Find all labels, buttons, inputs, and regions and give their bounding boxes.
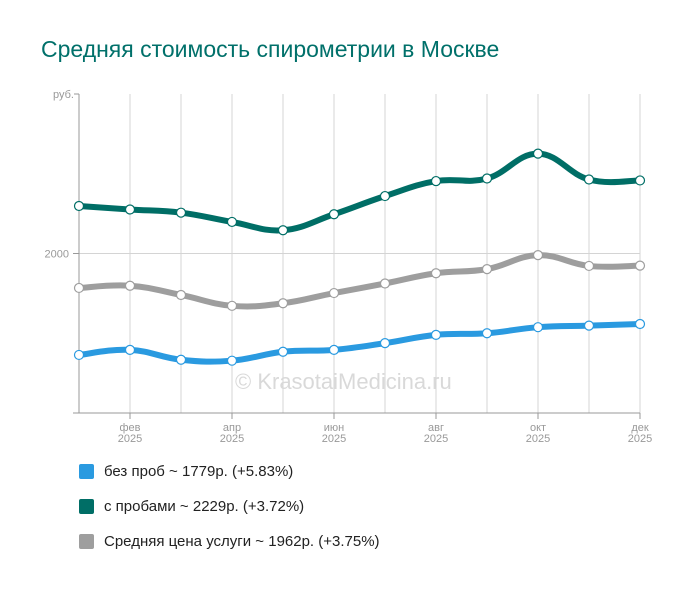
data-point (175, 207, 187, 218)
data-points (73, 148, 646, 366)
data-point (481, 173, 493, 184)
legend-item-s-probami[interactable]: с пробами ~ 2229р. (+3.72%) (79, 497, 380, 515)
legend: без проб ~ 1779р. (+5.83%) с пробами ~ 2… (79, 462, 380, 567)
data-point (634, 260, 646, 271)
data-point (430, 175, 442, 187)
data-point (430, 329, 442, 340)
data-point (634, 175, 646, 186)
data-point (583, 260, 595, 272)
legend-swatch (79, 463, 94, 479)
x-tick-label-month: фев (119, 422, 140, 434)
x-tick-label-month: апр (223, 422, 241, 434)
x-tick-label-month: авг (428, 422, 444, 434)
data-point (481, 264, 493, 275)
data-point (634, 318, 646, 330)
data-point (73, 282, 85, 294)
legend-item-average[interactable]: Средняя цена услуги ~ 1962р. (+3.75%) (79, 532, 380, 550)
data-point (73, 349, 85, 361)
legend-label: с пробами ~ 2229р. (+3.72%) (104, 497, 305, 515)
chart-title: Средняя стоимость спирометрии в Москве (41, 36, 500, 62)
legend-item-bez-prob[interactable]: без проб ~ 1779р. (+5.83%) (79, 462, 380, 480)
legend-label: Средняя цена услуги ~ 1962р. (+3.75%) (104, 532, 380, 550)
grid (79, 94, 641, 413)
x-tick-label-year: 2025 (220, 433, 244, 445)
x-tick-label-month: окт (530, 422, 546, 434)
x-tick-label-year: 2025 (424, 433, 448, 445)
data-point (124, 204, 136, 215)
data-point (532, 322, 544, 333)
data-point (277, 346, 289, 357)
data-point (583, 174, 595, 185)
data-point (175, 289, 187, 301)
data-point (226, 300, 238, 311)
series-line-2 (76, 320, 643, 365)
data-point (583, 320, 595, 331)
data-point (379, 278, 391, 289)
x-tick-label-year: 2025 (628, 433, 652, 445)
data-point (124, 344, 136, 355)
data-point (277, 298, 289, 309)
x-tick-label-year: 2025 (526, 433, 550, 445)
x-tick-label-month: дек (631, 422, 649, 434)
data-point (532, 148, 544, 159)
data-point (379, 338, 391, 349)
legend-swatch (79, 498, 94, 514)
y-axis-label: руб. (53, 89, 74, 101)
x-tick-label-year: 2025 (118, 433, 142, 445)
data-point (328, 344, 340, 355)
data-point (532, 249, 544, 261)
data-point (481, 328, 493, 339)
data-point (226, 216, 238, 228)
axes: 2000руб.фев2025апр2025июн2025авг2025окт2… (45, 89, 653, 445)
y-tick-label: 2000 (45, 249, 69, 261)
data-point (328, 287, 340, 299)
watermark: © KrasotaiMedicina.ru (235, 369, 452, 394)
x-tick-label-month: июн (324, 422, 344, 434)
legend-label: без проб ~ 1779р. (+5.83%) (104, 462, 294, 480)
data-point (277, 225, 289, 236)
data-point (328, 209, 340, 220)
data-point (226, 355, 238, 366)
data-point (73, 200, 85, 212)
series-lines (76, 150, 643, 365)
data-point (379, 190, 391, 202)
x-tick-label-year: 2025 (322, 433, 346, 445)
legend-swatch (79, 533, 94, 549)
data-point (430, 268, 442, 279)
series-line-0 (76, 150, 643, 234)
series-line-1 (76, 252, 643, 310)
data-point (175, 354, 187, 365)
data-point (124, 280, 136, 291)
